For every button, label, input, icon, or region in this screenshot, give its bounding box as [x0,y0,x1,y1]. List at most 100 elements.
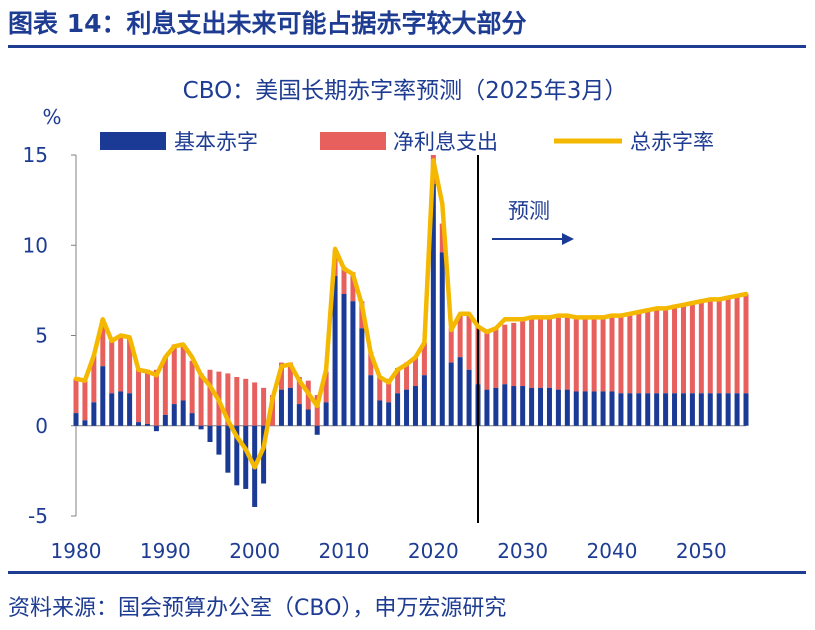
net-interest-bar [618,315,624,394]
net-interest-bar [546,315,552,388]
net-interest-bar [261,387,267,426]
y-tick-label: -5 [28,504,48,528]
primary-deficit-bar [296,404,302,426]
primary-deficit-bar [234,425,240,486]
x-tick-label: 2010 [319,539,370,563]
primary-deficit-bar [261,425,267,484]
y-tick-label: 5 [35,324,48,348]
primary-deficit-bar [162,414,168,426]
total-deficit-line [73,158,749,470]
primary-deficit-bar [404,389,410,426]
net-interest-bar [529,319,535,388]
title-divider [8,45,806,48]
x-tick-label: 2050 [676,539,727,563]
net-interest-bar [511,322,517,387]
primary-deficit-bar [332,275,338,426]
primary-deficit-bar [278,389,284,426]
net-interest-bars [73,155,749,426]
legend: 基本赤字 净利息支出 总赤字率 [100,130,714,154]
net-interest-bar [234,377,240,426]
primary-deficit-bar [725,393,731,426]
primary-deficit-bar [600,391,606,426]
primary-deficit-bar [359,328,365,426]
x-tick-label: 2020 [408,539,459,563]
net-interest-bar [645,310,651,394]
primary-deficit-bar [118,391,124,426]
primary-deficit-bar [564,389,570,426]
primary-deficit-bar [466,369,472,426]
primary-deficit-bar [439,252,445,426]
net-interest-bar [404,362,410,390]
primary-deficit-bar [368,375,374,426]
net-interest-bar [591,315,597,392]
net-interest-bar [663,306,669,394]
primary-deficit-bar [645,393,651,426]
net-interest-bar [698,299,704,394]
net-interest-bar [225,373,231,426]
net-interest-bar [520,321,526,387]
y-tick-label: 15 [23,143,48,167]
axes: -5 0 5 10 15 1980 1990 2000 2010 2020 2030 2040 2050 [23,143,746,563]
primary-deficit-bar [672,393,678,426]
primary-deficit-bar [529,387,535,426]
legend-swatch-primary-deficit [100,132,166,150]
primary-deficit-bar [377,400,383,426]
net-interest-bar [198,373,204,426]
net-interest-bar [448,328,454,363]
net-interest-bar [377,377,383,401]
net-interest-bar [395,367,401,394]
net-interest-bar [573,317,579,392]
primary-deficit-bar [520,386,526,426]
primary-deficit-bar [305,409,311,426]
primary-deficit-bar [225,425,231,473]
primary-deficit-bar [493,387,499,426]
net-interest-bar [73,378,79,414]
net-interest-bar [466,313,472,370]
forecast-label: 预测 [508,199,550,223]
legend-label-net-interest: 净利息支出 [393,130,498,154]
primary-deficit-bar [386,402,392,426]
primary-deficit-bar [207,425,213,442]
net-interest-bar [350,272,356,302]
source-note: 资料来源：国会预算办公室（CBO），申万宏源研究 [8,596,507,621]
primary-deficit-bar [82,420,88,426]
net-interest-bar [144,369,150,424]
net-interest-bar [243,378,249,426]
net-interest-bar [439,223,445,253]
primary-deficit-bar [171,404,177,426]
primary-deficit-bar [716,393,722,426]
net-interest-bar [368,351,374,376]
forecast-arrow-head [562,233,574,245]
net-interest-bar [689,301,695,394]
net-interest-bar [207,369,213,426]
net-interest-bar [153,369,159,426]
net-interest-bar [582,315,588,392]
net-interest-bar [100,319,106,367]
primary-deficit-bar [350,301,356,426]
primary-deficit-bar [153,425,159,432]
net-interest-bar [287,362,293,388]
net-interest-bar [341,266,347,294]
net-interest-bar [725,295,731,394]
legend-label-primary-deficit: 基本赤字 [174,130,258,154]
net-interest-bar [707,297,713,394]
figure-title: 图表 14：利息支出未来可能占据赤字较大部分 [8,9,527,38]
primary-deficit-bar [734,393,740,426]
net-interest-bar [627,313,633,394]
primary-deficit-bar [395,393,401,426]
net-interest-bar [743,293,749,394]
primary-deficit-bar [198,425,204,430]
primary-deficit-bar [314,425,320,435]
primary-deficit-bar [73,413,79,426]
primary-deficit-bar [127,393,133,426]
primary-deficit-bar [636,393,642,426]
primary-deficit-bar [546,387,552,426]
primary-deficit-bar [216,425,222,455]
net-interest-bar [680,303,686,394]
primary-deficit-bar [109,393,115,426]
primary-deficit-bar [180,400,186,426]
primary-deficit-bar [91,402,97,426]
net-interest-bar [636,312,642,394]
primary-deficit-bar [421,375,427,426]
net-interest-bar [118,335,124,392]
